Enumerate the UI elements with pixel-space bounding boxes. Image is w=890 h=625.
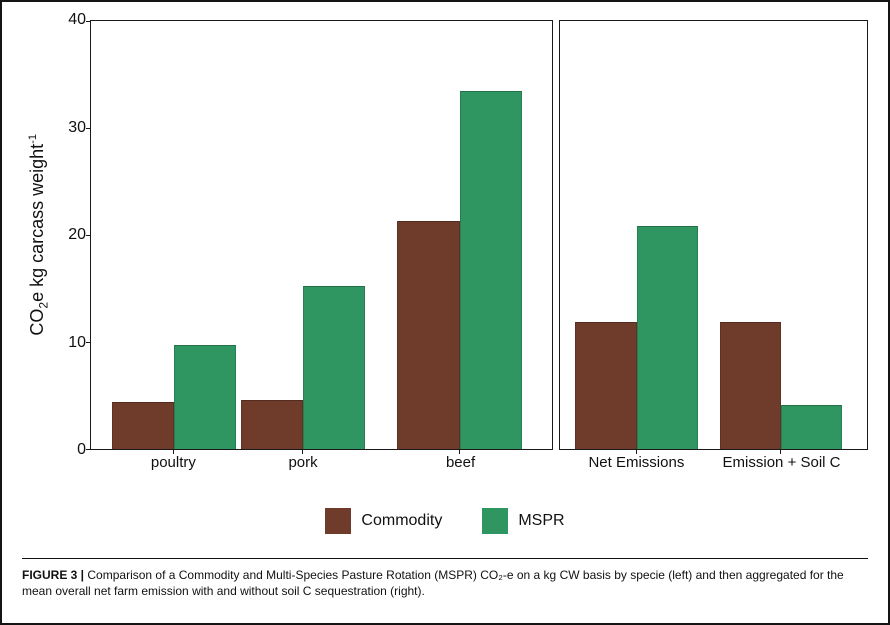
bar-mspr	[781, 405, 842, 449]
x-tick-label: poultry	[151, 454, 196, 471]
chart-panel-right	[559, 20, 868, 450]
legend-swatch	[482, 508, 508, 534]
legend-label: MSPR	[518, 512, 564, 530]
legend: Commodity MSPR	[22, 508, 868, 534]
legend-label: Commodity	[361, 512, 442, 530]
bar-mspr	[303, 286, 365, 449]
bar-commodity	[241, 400, 303, 449]
x-axis-labels-left: poultry pork beef	[90, 452, 553, 478]
x-tick-label: Net Emissions	[588, 454, 684, 471]
bar-group	[575, 21, 698, 449]
y-tick-label: 40	[68, 11, 86, 29]
x-axis-labels-right: Net Emissions Emission + Soil C	[559, 452, 868, 478]
bar-mspr	[460, 91, 522, 449]
figure-caption: FIGURE 3 | Comparison of a Commodity and…	[22, 558, 868, 599]
bar-group	[397, 21, 521, 449]
chart-row: CO2e kg carcass weight-1 010203040	[22, 20, 868, 450]
caption-label: FIGURE 3 |	[22, 568, 84, 582]
chart-panel-left	[90, 20, 553, 450]
bar-commodity	[720, 322, 781, 449]
x-axis-labels-row: poultry pork beef Net Emissions Emission + …	[22, 452, 868, 478]
y-tick-label: 10	[68, 334, 86, 352]
bar-commodity	[397, 221, 459, 449]
y-tick-label: 0	[77, 441, 86, 459]
legend-item-commodity: Commodity	[325, 508, 442, 534]
bar-commodity	[112, 402, 174, 449]
figure-container: CO2e kg carcass weight-1 0 10 20 30 40 poult…	[0, 0, 890, 625]
y-axis-ticks: 010203040	[56, 20, 90, 450]
bar-mspr	[174, 345, 236, 449]
legend-swatch	[325, 508, 351, 534]
bar-group	[241, 21, 365, 449]
caption-text: Comparison of a Commodity and Multi-Spec…	[22, 568, 844, 598]
x-tick-label: pork	[288, 454, 317, 471]
x-tick-label: beef	[446, 454, 475, 471]
bar-group	[720, 21, 843, 449]
bar-commodity	[575, 322, 636, 449]
legend-item-mspr: MSPR	[482, 508, 564, 534]
bar-group	[112, 21, 236, 449]
y-axis-title: CO2e kg carcass weight-1	[22, 20, 56, 450]
x-tick-label: Emission + Soil C	[723, 454, 841, 471]
bar-mspr	[637, 226, 698, 449]
y-tick-label: 20	[68, 226, 86, 244]
y-tick-label: 30	[68, 119, 86, 137]
